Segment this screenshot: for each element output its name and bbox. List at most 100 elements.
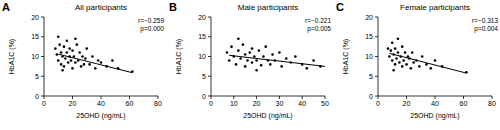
x-tick <box>233 96 234 99</box>
point <box>397 37 400 40</box>
panel-label: C <box>336 1 344 13</box>
point <box>398 61 401 64</box>
point <box>397 51 400 54</box>
x-axis-label: 25OHD (ng/mL) <box>76 112 125 120</box>
y-tick-label: 0 <box>35 93 39 100</box>
point <box>255 69 258 72</box>
point <box>312 59 315 62</box>
y-tick-label: 0 <box>202 93 206 100</box>
point <box>68 47 71 50</box>
y-tick-label: 15 <box>365 33 373 40</box>
annotation: r=−0.313 <box>472 17 498 24</box>
point <box>401 65 404 68</box>
point <box>80 65 83 68</box>
x-axis <box>44 96 158 97</box>
point <box>392 69 395 72</box>
point <box>74 37 77 40</box>
point <box>237 37 240 40</box>
point <box>434 59 437 62</box>
x-axis-label: 25OHD (ng/mL) <box>410 112 459 120</box>
y-tick <box>375 17 378 18</box>
title: Male participants <box>238 3 298 12</box>
point <box>66 51 69 54</box>
point <box>395 57 398 60</box>
point <box>88 63 91 66</box>
point <box>60 63 63 66</box>
point <box>404 51 407 54</box>
x-tick-label: 60 <box>460 100 468 107</box>
y-tick-label: 0 <box>369 93 373 100</box>
y-tick <box>208 17 211 18</box>
y-tick-label: 10 <box>365 53 373 60</box>
y-tick <box>41 17 44 18</box>
point <box>305 67 308 70</box>
x-tick <box>492 96 493 99</box>
point <box>388 55 391 58</box>
plot-area <box>226 37 325 71</box>
annotation: p=0.005 <box>307 25 331 33</box>
y-axis-label: HbA1C (%) <box>175 39 183 74</box>
point <box>409 67 412 70</box>
y-tick <box>208 76 211 77</box>
y-tick <box>375 36 378 37</box>
figure: AAll participantsHbA1C (%)25OHD (ng/mL)0… <box>0 0 500 130</box>
point <box>111 59 114 62</box>
y-tick <box>41 76 44 77</box>
annotation: p=0.000 <box>140 25 164 33</box>
point <box>285 57 288 60</box>
y-tick <box>41 56 44 57</box>
point <box>66 39 69 42</box>
point <box>264 45 267 48</box>
point <box>63 45 66 48</box>
point <box>280 65 283 68</box>
point <box>71 49 74 52</box>
point <box>421 55 424 58</box>
point <box>97 59 100 62</box>
x-tick-label: 0 <box>376 100 380 107</box>
panel: CFemale participantsHbA1C (%)25OHD (ng/m… <box>336 1 498 120</box>
x-tick <box>256 96 257 99</box>
point <box>58 43 61 46</box>
point <box>94 67 97 70</box>
y-tick <box>375 96 378 97</box>
plot-area <box>387 37 468 73</box>
point <box>271 53 274 56</box>
point <box>255 59 258 62</box>
point <box>246 59 249 62</box>
annotation: r=−0.221 <box>305 17 331 24</box>
point <box>251 47 254 50</box>
y-tick-label: 5 <box>35 73 39 80</box>
y-tick <box>208 96 211 97</box>
title: All participants <box>75 3 127 12</box>
fit-line <box>58 54 132 73</box>
x-axis <box>211 96 325 97</box>
point <box>394 63 397 66</box>
y-axis-label: HbA1C (%) <box>342 39 350 74</box>
x-tick-label: 30 <box>276 100 284 107</box>
y-tick-label: 5 <box>202 73 206 80</box>
point <box>83 63 86 66</box>
point <box>402 59 405 62</box>
y-tick-label: 20 <box>365 14 373 21</box>
point <box>74 61 77 64</box>
y-tick-label: 10 <box>198 53 206 60</box>
y-tick <box>208 56 211 57</box>
x-tick <box>406 96 407 99</box>
point <box>100 61 103 64</box>
y-tick <box>375 56 378 57</box>
point <box>294 55 297 58</box>
x-tick-label: 80 <box>488 100 496 107</box>
x-tick-label: 40 <box>298 100 306 107</box>
point <box>269 63 272 66</box>
y-tick-label: 15 <box>31 33 39 40</box>
x-tick-label: 10 <box>230 100 238 107</box>
panel: BMale participantsHbA1C (%)25OHD (ng/mL)… <box>169 1 331 120</box>
point <box>84 57 87 60</box>
fit-line <box>389 53 466 73</box>
y-tick <box>41 96 44 97</box>
point <box>418 65 421 68</box>
x-tick <box>101 96 102 99</box>
x-tick <box>435 96 436 99</box>
point <box>226 51 229 54</box>
point <box>429 67 432 70</box>
